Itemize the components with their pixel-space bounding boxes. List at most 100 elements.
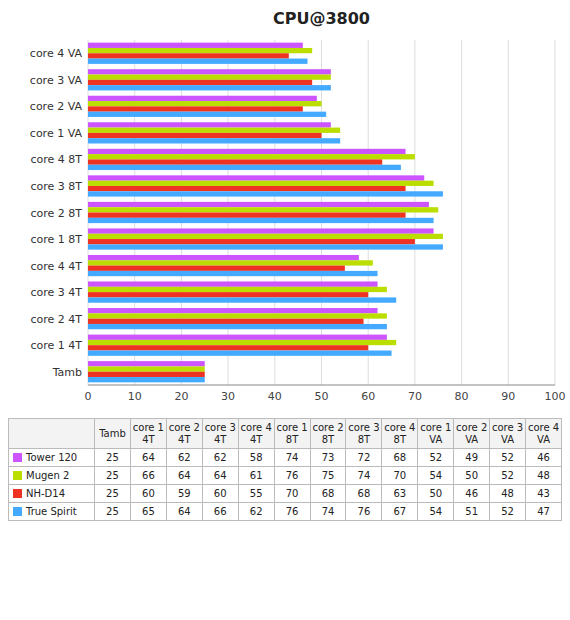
table-row-label: True Spirit bbox=[9, 503, 95, 521]
category-label: Tamb bbox=[52, 366, 82, 379]
table-cell: 58 bbox=[238, 449, 274, 467]
bar bbox=[88, 372, 205, 377]
legend-swatch bbox=[13, 453, 22, 462]
bar bbox=[88, 149, 406, 154]
bar bbox=[88, 138, 340, 143]
tick-label: 20 bbox=[174, 390, 188, 403]
table-cell: 52 bbox=[490, 449, 526, 467]
table-cell: 52 bbox=[490, 503, 526, 521]
table-row-label: Mugen 2 bbox=[9, 467, 95, 485]
table-cell: 63 bbox=[382, 485, 418, 503]
chart: CPU@38000102030405060708090100Tambcore 1… bbox=[0, 0, 570, 410]
table-cell: 46 bbox=[526, 449, 562, 467]
legend-swatch bbox=[13, 507, 22, 516]
title: CPU@3800 bbox=[273, 9, 370, 28]
bar bbox=[88, 271, 378, 276]
bar bbox=[88, 260, 373, 265]
bar bbox=[88, 122, 331, 127]
table-row: NH-D1425605960557068686350464843 bbox=[9, 485, 562, 503]
table-cell: 60 bbox=[130, 485, 166, 503]
bar bbox=[88, 207, 438, 212]
table-row-label: Tower 120 bbox=[9, 449, 95, 467]
table-cell: 54 bbox=[418, 503, 454, 521]
bar bbox=[88, 96, 317, 101]
bar bbox=[88, 266, 345, 271]
table-cell: 73 bbox=[310, 449, 346, 467]
table-row-label: NH-D14 bbox=[9, 485, 95, 503]
table-cell: 48 bbox=[526, 467, 562, 485]
bar bbox=[88, 154, 415, 159]
bar bbox=[88, 335, 387, 340]
bar bbox=[88, 313, 387, 318]
bar bbox=[88, 361, 205, 366]
bar bbox=[88, 43, 303, 48]
table-cell: 62 bbox=[166, 449, 202, 467]
table-col-label: core 3 VA bbox=[490, 419, 526, 449]
bar bbox=[88, 48, 312, 53]
table-cell: 61 bbox=[238, 467, 274, 485]
table-cell: 70 bbox=[274, 485, 310, 503]
grid-line bbox=[508, 40, 509, 385]
bar bbox=[88, 59, 307, 64]
table-col-label: core 1 8T bbox=[274, 419, 310, 449]
table-cell: 70 bbox=[382, 467, 418, 485]
table-cell: 43 bbox=[526, 485, 562, 503]
table-col-label: core 3 8T bbox=[346, 419, 382, 449]
grid-line bbox=[461, 40, 462, 385]
table-col-label: core 2 VA bbox=[454, 419, 490, 449]
table-row: Mugen 225666464617675747054505248 bbox=[9, 467, 562, 485]
legend-swatch bbox=[13, 471, 22, 480]
bar bbox=[88, 218, 434, 223]
bar bbox=[88, 292, 368, 297]
category-label: core 1 4T bbox=[30, 339, 82, 352]
bar bbox=[88, 234, 443, 239]
tick-label: 10 bbox=[128, 390, 142, 403]
bar bbox=[88, 351, 392, 356]
table-cell: 62 bbox=[238, 503, 274, 521]
table-cell: 67 bbox=[382, 503, 418, 521]
bar bbox=[88, 53, 289, 58]
bar bbox=[88, 377, 205, 382]
table-cell: 64 bbox=[202, 467, 238, 485]
bar bbox=[88, 287, 387, 292]
data-table: Tambcore 1 4Tcore 2 4Tcore 3 4Tcore 4 4T… bbox=[8, 418, 562, 521]
table-header-row: Tambcore 1 4Tcore 2 4Tcore 3 4Tcore 4 4T… bbox=[9, 419, 562, 449]
table-cell: 74 bbox=[310, 503, 346, 521]
table-cell: 54 bbox=[418, 467, 454, 485]
tick-label: 100 bbox=[545, 390, 566, 403]
category-label: core 1 VA bbox=[30, 127, 83, 140]
bar bbox=[88, 186, 406, 191]
table-cell: 60 bbox=[202, 485, 238, 503]
bar bbox=[88, 181, 434, 186]
bar bbox=[88, 165, 401, 170]
table-cell: 25 bbox=[95, 485, 131, 503]
bar bbox=[88, 159, 382, 164]
bar bbox=[88, 75, 331, 80]
table-col-label: core 2 8T bbox=[310, 419, 346, 449]
bar bbox=[88, 324, 387, 329]
table-cell: 74 bbox=[274, 449, 310, 467]
page: CPU@38000102030405060708090100Tambcore 1… bbox=[0, 0, 570, 620]
bar bbox=[88, 69, 331, 74]
bar bbox=[88, 366, 205, 371]
bar bbox=[88, 202, 429, 207]
bar bbox=[88, 308, 378, 313]
table-cell: 64 bbox=[166, 503, 202, 521]
series-name: Tower 120 bbox=[26, 452, 77, 463]
bar bbox=[88, 244, 443, 249]
table-cell: 64 bbox=[130, 449, 166, 467]
bar bbox=[88, 239, 415, 244]
table-cell: 48 bbox=[490, 485, 526, 503]
table-cell: 25 bbox=[95, 449, 131, 467]
category-label: core 3 VA bbox=[30, 74, 83, 87]
table-cell: 62 bbox=[202, 449, 238, 467]
bar bbox=[88, 191, 443, 196]
bar bbox=[88, 175, 424, 180]
bar bbox=[88, 85, 331, 90]
table-cell: 55 bbox=[238, 485, 274, 503]
table-col-label: core 4 VA bbox=[526, 419, 562, 449]
bar bbox=[88, 128, 340, 133]
x-axis-line bbox=[88, 385, 555, 386]
table-cell: 76 bbox=[274, 503, 310, 521]
bar bbox=[88, 228, 434, 233]
